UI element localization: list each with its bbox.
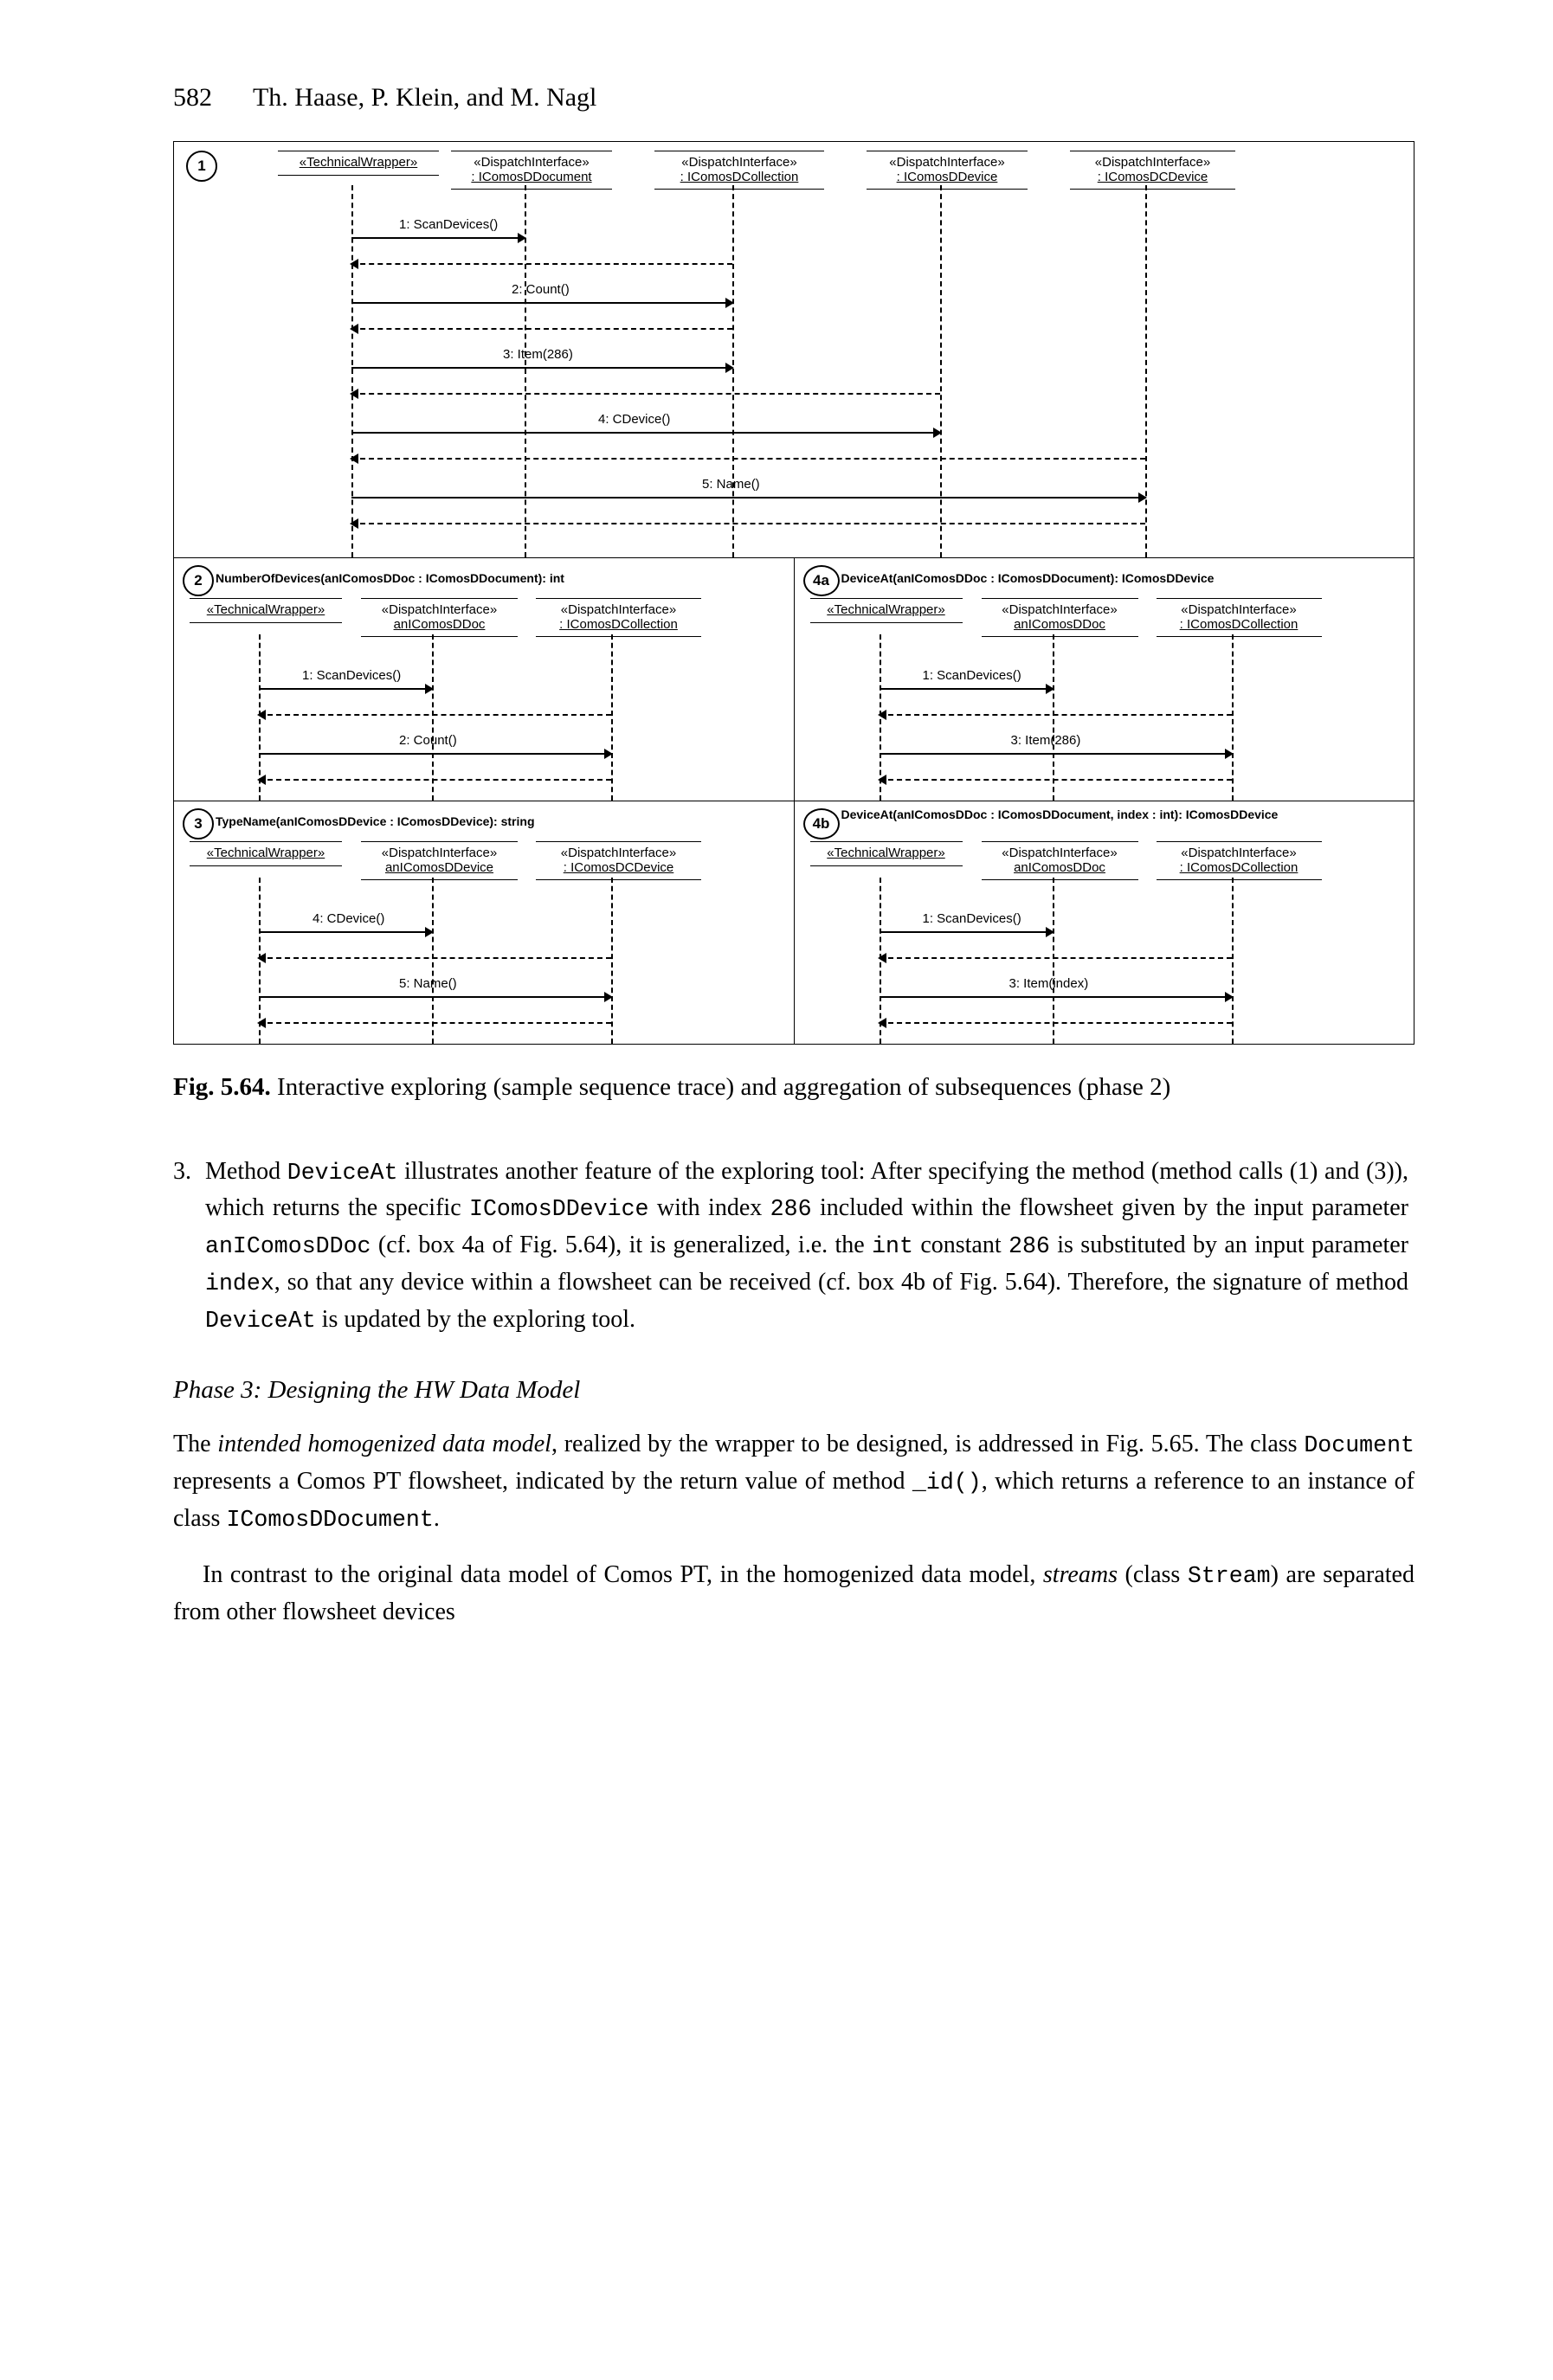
lifeline-head-tw: «TechnicalWrapper»: [278, 151, 439, 176]
lifeline-head-cdev: «DispatchInterface»: IComosDCDevice: [1070, 151, 1235, 190]
msg-2: 2: Count(): [512, 283, 570, 298]
caption-label: Fig. 5.64.: [173, 1073, 271, 1101]
figure-5-64: 1 «TechnicalWrapper» «DispatchInterface»…: [173, 141, 1414, 1045]
msg-3: 3: Item(286): [503, 348, 573, 363]
badge-4a: 4a: [803, 565, 840, 596]
panel-4a-title: DeviceAt(anIComosDDoc : IComosDDocument)…: [841, 572, 1215, 585]
authors: Th. Haase, P. Klein, and M. Nagl: [253, 83, 596, 112]
caption-text: Interactive exploring (sample sequence t…: [277, 1073, 1170, 1101]
panel-3-title: TypeName(anIComosDDevice : IComosDDevice…: [216, 815, 535, 828]
badge-4b: 4b: [803, 808, 840, 839]
panel-4b: 4b DeviceAt(anIComosDDoc : IComosDDocume…: [795, 801, 1414, 1044]
panel-1: 1 «TechnicalWrapper» «DispatchInterface»…: [174, 142, 1414, 558]
lifeline-head-coll: «DispatchInterface»: IComosDCollection: [654, 151, 824, 190]
page-header: 582 Th. Haase, P. Klein, and M. Nagl: [173, 78, 1414, 117]
figure-caption: Fig. 5.64. Interactive exploring (sample…: [173, 1069, 1414, 1107]
badge-3: 3: [183, 808, 214, 839]
badge-2: 2: [183, 565, 214, 596]
phase-3-heading: Phase 3: Designing the HW Data Model: [173, 1372, 1414, 1410]
lifeline-head-dev: «DispatchInterface»: IComosDDevice: [867, 151, 1028, 190]
panel-4a: 4a DeviceAt(anIComosDDoc : IComosDDocume…: [795, 558, 1414, 801]
paragraph-p3a: The intended homogenized data model, rea…: [173, 1426, 1414, 1538]
panel-3: 3 TypeName(anIComosDDevice : IComosDDevi…: [174, 801, 795, 1044]
msg-4: 4: CDevice(): [598, 413, 670, 428]
msg-5: 5: Name(): [702, 478, 760, 492]
page-number: 582: [173, 78, 212, 117]
paragraph-item-3: 3. Method DeviceAt illustrates another f…: [173, 1154, 1414, 1339]
lifeline-head-doc: «DispatchInterface»: IComosDDocument: [451, 151, 612, 190]
panel-2-title: NumberOfDevices(anIComosDDoc : IComosDDo…: [216, 572, 564, 585]
panel-4b-title: DeviceAt(anIComosDDoc : IComosDDocument,…: [841, 808, 1309, 821]
msg-1: 1: ScanDevices(): [399, 218, 498, 233]
paragraph-p3b: In contrast to the original data model o…: [173, 1557, 1414, 1631]
panel-2: 2 NumberOfDevices(anIComosDDoc : IComosD…: [174, 558, 795, 801]
badge-1: 1: [186, 151, 217, 182]
